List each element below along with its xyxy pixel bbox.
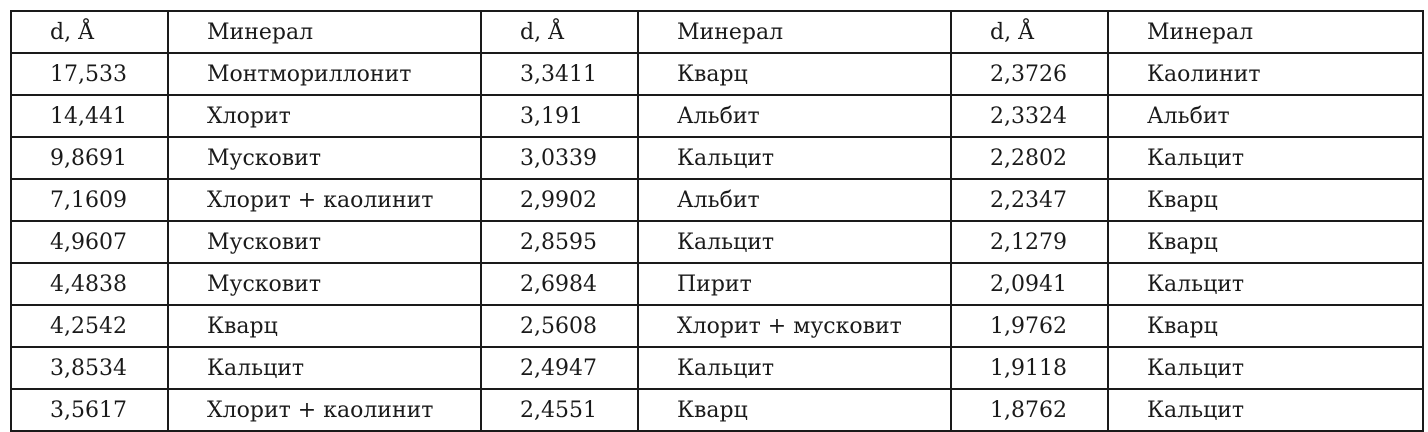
cell-d-2: 3,3411: [480, 52, 639, 96]
cell-mineral-2: Кальцит: [637, 220, 952, 264]
header-d-2: d, Å: [480, 10, 639, 54]
cell-d-3: 2,2802: [950, 136, 1109, 180]
header-mineral-2: Минерал: [637, 10, 952, 54]
cell-d-3: 1,8762: [950, 388, 1109, 432]
cell-d-2: 2,4947: [480, 346, 639, 390]
cell-d-1: 3,5617: [10, 388, 169, 432]
cell-mineral-3: Кварц: [1107, 178, 1424, 222]
table-row: 4,4838 Мусковит 2,6984 Пирит 2,0941 Кальцит: [10, 262, 1424, 306]
cell-mineral-1: Монтмориллонит: [167, 52, 482, 96]
cell-mineral-2: Хлорит + мусковит: [637, 304, 952, 348]
table-row: 4,2542 Кварц 2,5608 Хлорит + мусковит 1,9762…: [10, 304, 1424, 348]
cell-mineral-3: Кварц: [1107, 220, 1424, 264]
cell-d-2: 2,8595: [480, 220, 639, 264]
cell-mineral-1: Мусковит: [167, 220, 482, 264]
cell-mineral-1: Кварц: [167, 304, 482, 348]
cell-d-3: 2,3726: [950, 52, 1109, 96]
cell-mineral-2: Альбит: [637, 94, 952, 138]
cell-mineral-2: Кварц: [637, 52, 952, 96]
cell-mineral-2: Кальцит: [637, 346, 952, 390]
table-row: 3,8534 Кальцит 2,4947 Кальцит 1,9118 Кальцит: [10, 346, 1424, 390]
header-mineral-3: Минерал: [1107, 10, 1424, 54]
cell-mineral-3: Каолинит: [1107, 52, 1424, 96]
cell-d-1: 3,8534: [10, 346, 169, 390]
cell-d-3: 2,3324: [950, 94, 1109, 138]
cell-d-1: 17,533: [10, 52, 169, 96]
cell-d-3: 1,9118: [950, 346, 1109, 390]
cell-mineral-3: Кальцит: [1107, 388, 1424, 432]
table-body: 17,533 Монтмориллонит 3,3411 Кварц 2,3726 Као…: [10, 52, 1424, 432]
cell-d-3: 2,1279: [950, 220, 1109, 264]
cell-mineral-3: Кальцит: [1107, 346, 1424, 390]
cell-d-1: 4,2542: [10, 304, 169, 348]
cell-mineral-2: Кальцит: [637, 136, 952, 180]
cell-mineral-1: Хлорит + каолинит: [167, 178, 482, 222]
cell-mineral-2: Пирит: [637, 262, 952, 306]
cell-mineral-1: Хлорит: [167, 94, 482, 138]
table-row: 9,8691 Мусковит 3,0339 Кальцит 2,2802 Кальцит: [10, 136, 1424, 180]
table-row: 7,1609 Хлорит + каолинит 2,9902 Альбит 2,234…: [10, 178, 1424, 222]
cell-mineral-3: Кальцит: [1107, 262, 1424, 306]
header-d-3: d, Å: [950, 10, 1109, 54]
cell-mineral-1: Кальцит: [167, 346, 482, 390]
cell-d-1: 4,9607: [10, 220, 169, 264]
cell-mineral-3: Альбит: [1107, 94, 1424, 138]
cell-mineral-2: Кварц: [637, 388, 952, 432]
header-row: d, Å Минерал d, Å Минерал d, Å Минерал: [10, 10, 1424, 54]
mineral-table-container: d, Å Минерал d, Å Минерал d, Å Минерал 1…: [10, 10, 1424, 432]
cell-d-3: 1,9762: [950, 304, 1109, 348]
table-row: 4,9607 Мусковит 2,8595 Кальцит 2,1279 Кварц: [10, 220, 1424, 264]
mineral-table: d, Å Минерал d, Å Минерал d, Å Минерал 1…: [10, 10, 1424, 432]
header-d-1: d, Å: [10, 10, 169, 54]
table-row: 3,5617 Хлорит + каолинит 2,4551 Кварц 1,8762…: [10, 388, 1424, 432]
cell-d-1: 7,1609: [10, 178, 169, 222]
cell-d-1: 4,4838: [10, 262, 169, 306]
cell-d-1: 14,441: [10, 94, 169, 138]
cell-mineral-2: Альбит: [637, 178, 952, 222]
cell-d-3: 2,0941: [950, 262, 1109, 306]
cell-d-2: 2,5608: [480, 304, 639, 348]
cell-d-2: 3,0339: [480, 136, 639, 180]
cell-mineral-1: Мусковит: [167, 136, 482, 180]
cell-d-3: 2,2347: [950, 178, 1109, 222]
header-mineral-1: Минерал: [167, 10, 482, 54]
cell-d-2: 2,9902: [480, 178, 639, 222]
cell-mineral-3: Кварц: [1107, 304, 1424, 348]
cell-d-2: 2,6984: [480, 262, 639, 306]
cell-mineral-1: Хлорит + каолинит: [167, 388, 482, 432]
cell-mineral-1: Мусковит: [167, 262, 482, 306]
cell-mineral-3: Кальцит: [1107, 136, 1424, 180]
table-row: 17,533 Монтмориллонит 3,3411 Кварц 2,3726 Као…: [10, 52, 1424, 96]
cell-d-2: 3,191: [480, 94, 639, 138]
cell-d-1: 9,8691: [10, 136, 169, 180]
table-row: 14,441 Хлорит 3,191 Альбит 2,3324 Альбит: [10, 94, 1424, 138]
cell-d-2: 2,4551: [480, 388, 639, 432]
